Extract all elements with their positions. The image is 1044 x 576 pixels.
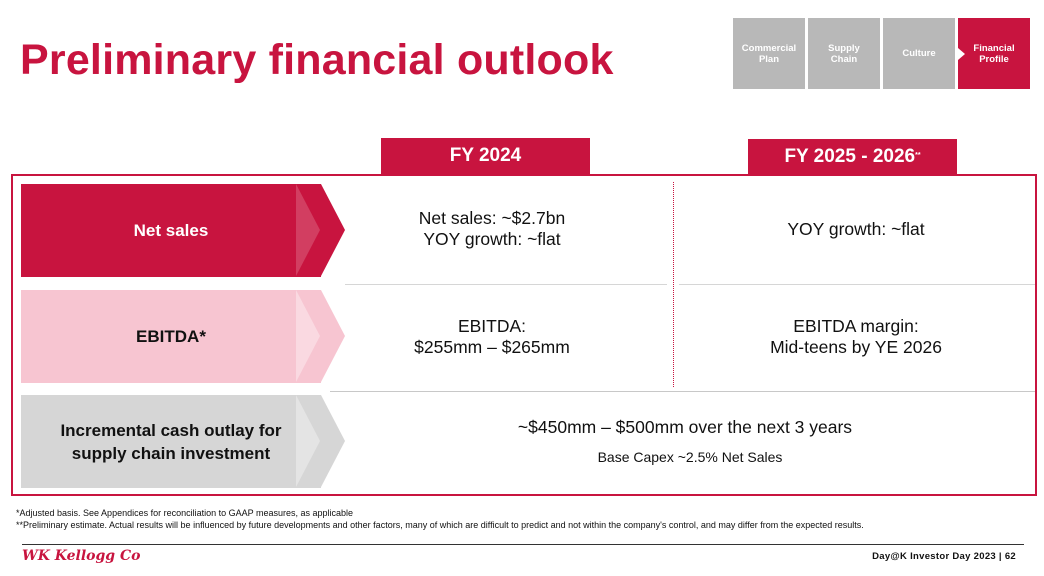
row-label-cash-outlay: Incremental cash outlay for supply chain… bbox=[21, 395, 321, 488]
ebitda-fy2025-2026: EBITDA margin: Mid-teens by YE 2026 bbox=[676, 316, 1036, 358]
page-title: Preliminary financial outlook bbox=[20, 36, 614, 84]
cash-outlay-value: ~$450mm – $500mm over the next 3 years bbox=[517, 417, 853, 437]
ebitda-fy2024-line1: EBITDA: bbox=[457, 316, 527, 336]
tab-financial-profile[interactable]: Financial Profile bbox=[958, 18, 1030, 89]
ebitda-fy2025-2026-line1: EBITDA margin: bbox=[793, 316, 919, 336]
column-header-fy2025-2026-label: FY 2025 - 2026 bbox=[784, 146, 916, 167]
chevron-highlight-icon bbox=[296, 395, 320, 487]
row-label-net-sales: Net sales bbox=[21, 184, 321, 277]
ebitda-fy2025-2026-line2: Mid-teens by YE 2026 bbox=[770, 337, 942, 357]
column-header-fy2025-2026: FY 2025 - 2026 ** bbox=[748, 139, 957, 175]
section-nav: Commercial Plan Supply Chain Culture Fin… bbox=[733, 18, 1030, 89]
net-sales-fy2025-2026: YOY growth: ~flat bbox=[787, 219, 925, 239]
chevron-highlight-icon bbox=[296, 290, 320, 382]
chevron-arrow-icon bbox=[321, 290, 345, 382]
tab-culture[interactable]: Culture bbox=[883, 18, 955, 89]
row-label-cash-outlay-line1: Incremental cash outlay for bbox=[60, 420, 282, 440]
row-label-ebitda-text: EBITDA* bbox=[136, 326, 206, 346]
row-divider bbox=[679, 284, 1035, 285]
tab-commercial-plan[interactable]: Commercial Plan bbox=[733, 18, 805, 89]
chevron-arrow-icon bbox=[321, 184, 345, 276]
row-label-net-sales-text: Net sales bbox=[133, 220, 209, 240]
footer-event-page: Day@K Investor Day 2023 | 62 bbox=[872, 551, 1016, 562]
row-label-ebitda: EBITDA* bbox=[21, 290, 321, 383]
tab-supply-chain[interactable]: Supply Chain bbox=[808, 18, 880, 89]
company-logo: WK Kellogg Co bbox=[22, 548, 141, 564]
row-label-cash-outlay-line2: supply chain investment bbox=[71, 443, 271, 463]
ebitda-fy2024-line2: $255mm – $265mm bbox=[414, 337, 570, 357]
row-divider bbox=[345, 284, 667, 285]
chevron-highlight-icon bbox=[296, 184, 320, 276]
footnote-adjusted: *Adjusted basis. See Appendices for reco… bbox=[16, 508, 354, 518]
footnote-preliminary: **Preliminary estimate. Actual results w… bbox=[16, 520, 864, 530]
net-sales-fy2024-line1: Net sales: ~$2.7bn bbox=[418, 208, 566, 228]
ebitda-fy2024: EBITDA: $255mm – $265mm bbox=[342, 316, 642, 358]
footer-divider bbox=[22, 544, 1024, 545]
footnote-marker: ** bbox=[915, 151, 921, 159]
column-header-fy2024-label: FY 2024 bbox=[449, 145, 522, 166]
outlook-table-frame bbox=[11, 174, 1037, 496]
column-header-fy2024: FY 2024 bbox=[381, 138, 590, 174]
net-sales-fy2024-line2: YOY growth: ~flat bbox=[423, 229, 561, 249]
cash-outlay-subvalue: Base Capex ~2.5% Net Sales bbox=[597, 449, 783, 465]
net-sales-fy2024: Net sales: ~$2.7bn YOY growth: ~flat bbox=[342, 208, 642, 250]
row-divider bbox=[330, 391, 1035, 392]
chevron-arrow-icon bbox=[321, 395, 345, 487]
row-label-cash-outlay-text: Incremental cash outlay for supply chain… bbox=[60, 419, 281, 465]
column-divider bbox=[673, 182, 674, 387]
